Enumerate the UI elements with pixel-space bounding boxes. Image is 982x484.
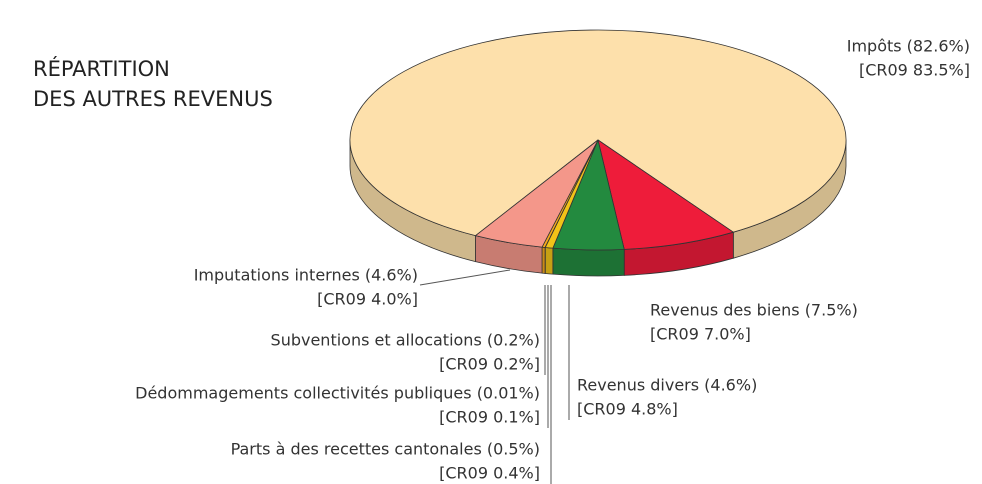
cr09-label: [CR09 0.1%] (439, 408, 540, 427)
cr09-label: [CR09 7.0%] (650, 325, 751, 344)
slice-side (552, 247, 625, 277)
slice-label: Impôts (82.6%) (847, 37, 970, 56)
slice-label: Revenus divers (4.6%) (577, 376, 757, 395)
pie (349, 29, 847, 277)
labels: Impôts (82.6%) [CR09 83.5%] Revenus des bi… (135, 37, 970, 484)
slice (349, 29, 847, 237)
chart-title: RÉPARTITION (33, 56, 170, 81)
slice-side (541, 246, 546, 274)
slice-label: Subventions et allocations (0.2%) (271, 331, 540, 350)
cr09-label: [CR09 4.0%] (317, 290, 418, 309)
slice-label: Imputations internes (4.6%) (194, 266, 418, 285)
cr09-label: [CR09 0.4%] (439, 464, 540, 483)
slice-label: Parts à des recettes cantonales (0.5%) (231, 440, 540, 459)
slice (597, 139, 734, 250)
slice-side (544, 247, 554, 275)
slice-label: Dédommagements collectivités publiques (… (135, 384, 540, 403)
cr09-label: [CR09 4.8%] (577, 400, 678, 419)
cr09-label: [CR09 83.5%] (859, 61, 970, 80)
cr09-label: [CR09 0.2%] (439, 355, 540, 374)
slice (475, 139, 599, 248)
chart-title: DES AUTRES REVENUS (33, 87, 273, 111)
leader (419, 269, 511, 286)
slice-label: Revenus des biens (7.5%) (650, 301, 858, 320)
